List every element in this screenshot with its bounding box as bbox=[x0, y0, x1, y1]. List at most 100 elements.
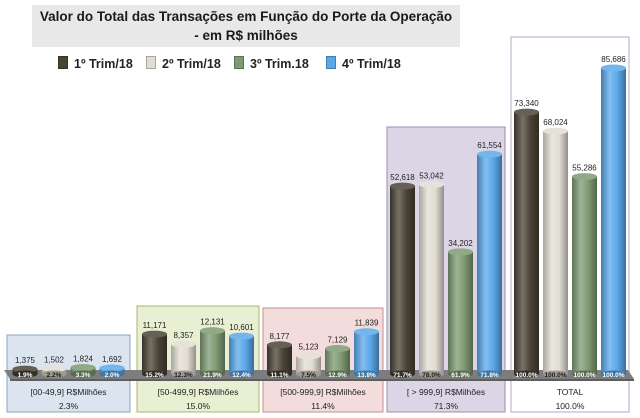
bar-top bbox=[514, 108, 539, 116]
chart-subtitle: - em R$ milhões bbox=[194, 28, 298, 43]
bar-base bbox=[354, 370, 379, 378]
data-label: 10,601 bbox=[229, 323, 254, 332]
bar-base bbox=[12, 370, 38, 378]
share-label: 71.7% bbox=[393, 372, 412, 379]
data-label: 11,839 bbox=[355, 319, 379, 328]
bar-base bbox=[390, 370, 415, 378]
legend-swatch bbox=[58, 56, 68, 69]
bar-base bbox=[419, 370, 444, 378]
share-label: 61.9% bbox=[451, 372, 470, 379]
legend-item: 2º Trim/18 bbox=[146, 56, 221, 71]
bar bbox=[171, 344, 196, 374]
bar bbox=[267, 344, 292, 374]
legend-item: 3º Trim.18 bbox=[234, 56, 309, 71]
bar-top bbox=[171, 340, 196, 348]
legend-swatch bbox=[234, 56, 244, 69]
bar-base bbox=[448, 370, 473, 378]
bar-top bbox=[572, 173, 597, 181]
bar-base bbox=[514, 370, 539, 378]
bar-base bbox=[200, 370, 225, 378]
bar-top bbox=[296, 352, 321, 360]
data-label: 73,340 bbox=[514, 99, 539, 108]
bar-top bbox=[70, 363, 96, 371]
category-label: [ > 999,9] R$Milhões 71.3% bbox=[387, 386, 505, 412]
bar-base bbox=[267, 370, 292, 378]
bar-top bbox=[419, 181, 444, 189]
bar-top bbox=[12, 365, 38, 373]
bar-base bbox=[601, 370, 626, 378]
share-label: 100.0% bbox=[602, 372, 624, 379]
bar-top bbox=[229, 332, 254, 340]
category-label: [50-499,9] R$Milhões 15.0% bbox=[137, 386, 259, 412]
bar-base bbox=[171, 370, 196, 378]
share-label: 12.3% bbox=[174, 372, 193, 379]
share-label: 100.0% bbox=[573, 372, 595, 379]
category-share: 15.0% bbox=[185, 401, 211, 411]
legend-label: 2º Trim/18 bbox=[162, 57, 221, 71]
bar bbox=[601, 68, 626, 374]
bar bbox=[200, 330, 225, 374]
data-label: 11,171 bbox=[143, 321, 167, 330]
bar-top bbox=[543, 127, 568, 135]
bar bbox=[514, 112, 539, 374]
bar-top bbox=[390, 182, 415, 190]
bar bbox=[477, 154, 502, 374]
data-label: 34,202 bbox=[448, 239, 473, 248]
bar-base bbox=[229, 370, 254, 378]
legend-item: 1º Trim/18 bbox=[58, 56, 133, 71]
bar-top bbox=[354, 328, 379, 336]
share-label: 7.5% bbox=[301, 372, 316, 379]
category-share: 2.3% bbox=[58, 401, 79, 411]
data-label: 53,042 bbox=[419, 172, 444, 181]
bar-base bbox=[572, 370, 597, 378]
category-share: 11.4% bbox=[311, 401, 335, 411]
bar-base bbox=[543, 370, 568, 378]
category-share: 71.3% bbox=[433, 401, 459, 411]
bar bbox=[142, 334, 167, 374]
bar-top bbox=[200, 327, 225, 335]
category-label: [500-999,9] R$Milhões 11.4% bbox=[263, 386, 383, 412]
share-label: 1.9% bbox=[18, 372, 33, 379]
share-label: 21.9% bbox=[203, 372, 222, 379]
data-label: 12,131 bbox=[200, 318, 225, 327]
bar-base bbox=[70, 370, 96, 378]
data-label: 1,502 bbox=[44, 356, 65, 365]
share-label: 71.8% bbox=[480, 372, 499, 379]
bar-top bbox=[601, 64, 626, 72]
data-label: 8,357 bbox=[173, 331, 194, 340]
data-label: 52,618 bbox=[390, 173, 415, 182]
bar-top bbox=[267, 341, 292, 349]
share-label: 100.0% bbox=[544, 372, 566, 379]
category-label: [00-49,9] R$Milhões 2.3% bbox=[7, 386, 130, 412]
data-label: 61,554 bbox=[477, 141, 502, 150]
category-name: [500-999,9] R$Milhões bbox=[280, 387, 366, 397]
bar-top bbox=[325, 345, 350, 353]
bar bbox=[229, 336, 254, 374]
share-label: 2.0% bbox=[105, 372, 120, 379]
data-label: 8,177 bbox=[269, 332, 290, 341]
share-label: 100.0% bbox=[515, 372, 537, 379]
data-label: 1,692 bbox=[102, 355, 123, 364]
bar-top bbox=[477, 150, 502, 158]
bar bbox=[354, 331, 379, 374]
data-label: 1,824 bbox=[73, 354, 94, 363]
bar bbox=[325, 348, 350, 374]
bar-base bbox=[41, 370, 67, 378]
legend-item: 4º Trim/18 bbox=[326, 56, 401, 71]
category-name: [50-499,9] R$Milhões bbox=[157, 387, 239, 397]
bar-top bbox=[99, 364, 125, 372]
share-label: 2.2% bbox=[47, 372, 62, 379]
axis-line bbox=[10, 379, 634, 381]
bar-base bbox=[325, 370, 350, 378]
legend-label: 1º Trim/18 bbox=[74, 57, 133, 71]
bar bbox=[572, 176, 597, 374]
data-label: 7,129 bbox=[327, 336, 348, 345]
share-label: 11.1% bbox=[270, 372, 288, 379]
bar-top bbox=[41, 365, 67, 373]
share-label: 15.2% bbox=[145, 372, 164, 379]
category-name: [ > 999,9] R$Milhões bbox=[406, 387, 486, 397]
legend-swatch bbox=[146, 56, 156, 69]
bar-base bbox=[477, 370, 502, 378]
bar-base bbox=[296, 370, 321, 378]
